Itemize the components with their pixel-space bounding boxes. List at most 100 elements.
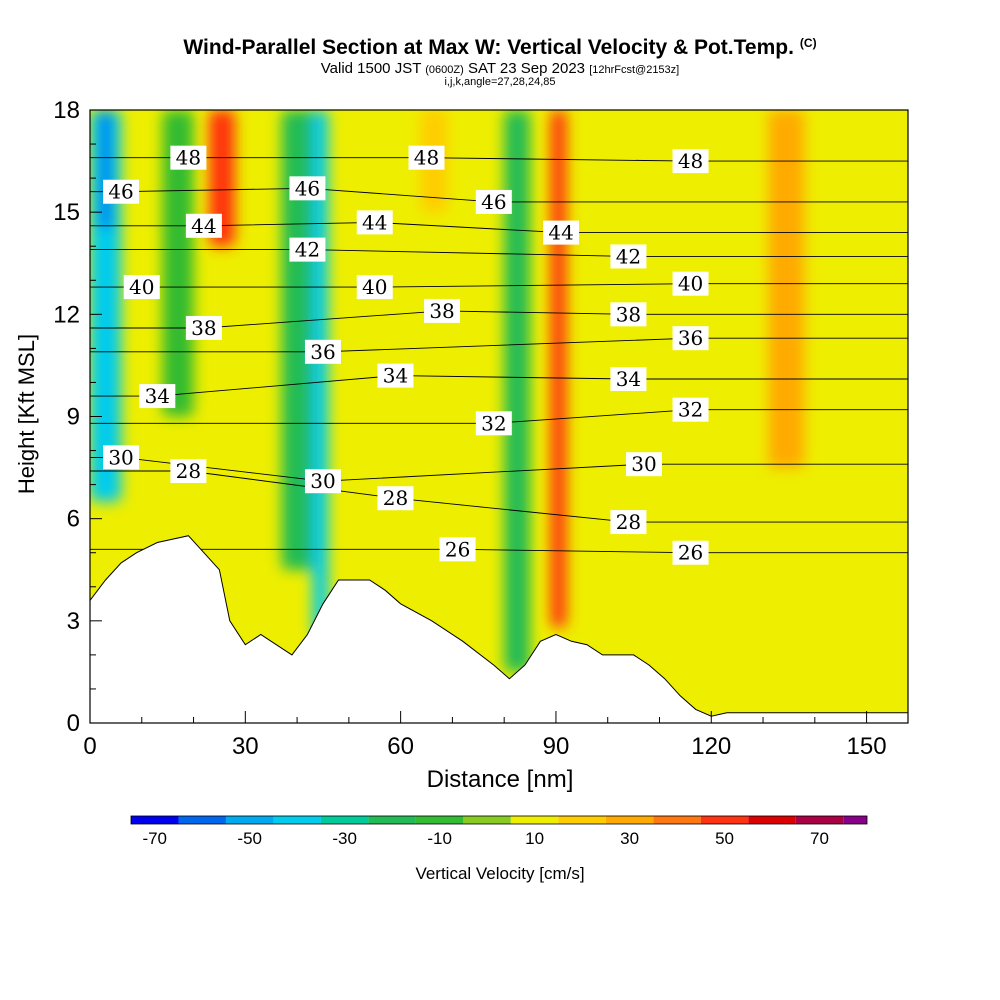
- velocity-column: [281, 110, 318, 570]
- velocity-column: [768, 110, 805, 468]
- isentrope-label-bg: [610, 244, 647, 269]
- isentrope-label: 48: [414, 146, 439, 170]
- isentrope-label-bg: [610, 302, 647, 327]
- isentrope-label: 46: [108, 180, 133, 204]
- isentrope-label: 48: [678, 149, 703, 173]
- isentrope-label-bg: [625, 452, 662, 477]
- x-tick-label: 90: [543, 733, 570, 760]
- colorbar-swatch: [463, 816, 511, 824]
- colorbar-swatch: [225, 816, 274, 824]
- colorbar-swatch: [320, 816, 369, 824]
- isentrope-label: 44: [548, 221, 573, 245]
- isentrope-label: 38: [616, 302, 641, 326]
- velocity-column: [100, 110, 111, 230]
- isentrope-label-bg: [103, 179, 140, 204]
- isentrope-label-bg: [304, 339, 341, 364]
- isentrope-label: 34: [383, 364, 408, 388]
- colorbar-swatch: [653, 816, 701, 824]
- isentrope-label: 44: [191, 214, 216, 238]
- isentrope-label-bg: [304, 469, 341, 494]
- isentrope-26: [90, 548, 908, 554]
- isentrope-label: 46: [481, 190, 506, 214]
- y-tick-label: 9: [67, 404, 80, 431]
- isentrope-label-bg: [672, 149, 709, 174]
- y-tick-label: 15: [53, 199, 80, 226]
- isentrope-label-bg: [170, 458, 207, 483]
- isentrope-label-bg: [543, 220, 580, 245]
- isentrope-label-bg: [289, 176, 326, 201]
- isentrope-label: 32: [678, 398, 703, 422]
- valid-time-utc: (0600Z): [425, 64, 464, 76]
- isentrope-label: 36: [678, 326, 703, 350]
- colorbar-tick-label: 10: [525, 829, 544, 848]
- x-tick-label: 120: [691, 733, 731, 760]
- colorbar-swatch: [273, 816, 321, 824]
- y-axis-title: Height [Kft MSL]: [14, 333, 39, 495]
- isentrope-label-bg: [424, 298, 461, 323]
- colorbar-swatch: [700, 816, 749, 824]
- x-tick-label: 60: [387, 733, 414, 760]
- colorbar-swatch: [415, 816, 464, 824]
- colorbar-title: Vertical Velocity [cm/s]: [415, 864, 585, 883]
- y-tick-label: 12: [53, 301, 80, 328]
- isentrope-label: 34: [145, 384, 170, 408]
- colorbar-tick-label: -10: [427, 829, 452, 848]
- isentrope-label: 28: [616, 510, 641, 534]
- colorbar-tick-label: 50: [715, 829, 734, 848]
- isentrope-label-bg: [672, 540, 709, 565]
- isentrope-label-bg: [170, 145, 207, 170]
- x-tick-label: 150: [847, 733, 887, 760]
- isentrope-label: 42: [295, 238, 320, 262]
- x-tick-label: 30: [232, 733, 259, 760]
- axes-group: [89, 109, 868, 724]
- valid-date: SAT 23 Sep 2023: [467, 60, 586, 77]
- colorbar-tick-label: -50: [237, 829, 262, 848]
- chart-title-text: Wind-Parallel Section at Max W: Vertical…: [183, 36, 794, 59]
- colorbar-tick-label: -70: [142, 829, 167, 848]
- isentrope-label: 42: [616, 244, 641, 268]
- y-tick-label: 18: [53, 97, 80, 124]
- isentrope-label-bg: [123, 275, 160, 300]
- isentrope-42: [90, 249, 908, 257]
- colorbar-tick-label: 30: [620, 829, 639, 848]
- y-axis-title-wrap: Height [Kft MSL]: [12, 264, 42, 564]
- isentrope-label-bg: [610, 510, 647, 535]
- isentrope-label: 26: [678, 541, 703, 565]
- terrain: [90, 535, 908, 723]
- isentrope-label-bg: [356, 275, 393, 300]
- isentrope-label: 38: [429, 299, 454, 323]
- isentrope-label-bg: [610, 367, 647, 392]
- colorbar-frame: [130, 815, 868, 825]
- isentrope-label-bg: [408, 145, 445, 170]
- velocity-column: [550, 110, 567, 628]
- isentrope-label: 38: [191, 316, 216, 340]
- isentrope-label-bg: [103, 445, 140, 470]
- isentrope-label: 40: [362, 275, 387, 299]
- isentrope-label-bg: [185, 315, 222, 340]
- colorbar-swatch: [510, 816, 559, 824]
- copyright-mark: (C): [799, 36, 817, 50]
- isentrope-label: 40: [678, 272, 703, 296]
- colorbar-swatch: [605, 816, 654, 824]
- isentrope-32: [90, 409, 908, 424]
- colorbar-swatch: [178, 816, 226, 824]
- x-tick-label: 0: [83, 733, 96, 760]
- x-axis-title: Distance [nm]: [426, 766, 574, 793]
- colorbar-swatch: [368, 816, 416, 824]
- isentrope-label-bg: [475, 189, 512, 214]
- isentrope-label: 36: [310, 340, 335, 364]
- isentrope-label-bg: [377, 486, 414, 511]
- y-tick-label: 6: [67, 506, 80, 533]
- velocity-column: [90, 110, 122, 502]
- velocity-column: [209, 110, 235, 247]
- isentrope-label-bg: [439, 537, 476, 562]
- colorbar-tick-label: -30: [332, 829, 357, 848]
- chart-subtitle: Valid 1500 JST (0600Z) SAT 23 Sep 2023 […: [0, 60, 1000, 77]
- isentrope-label: 32: [481, 411, 506, 435]
- colorbar-swatch: [748, 816, 796, 824]
- colorbar: -70 -50 -30 -10 10 30 50 70: [130, 815, 868, 848]
- isentrope-label: 28: [383, 486, 408, 510]
- isentrope-label-bg: [139, 384, 176, 409]
- isentrope-label-bg: [475, 411, 512, 436]
